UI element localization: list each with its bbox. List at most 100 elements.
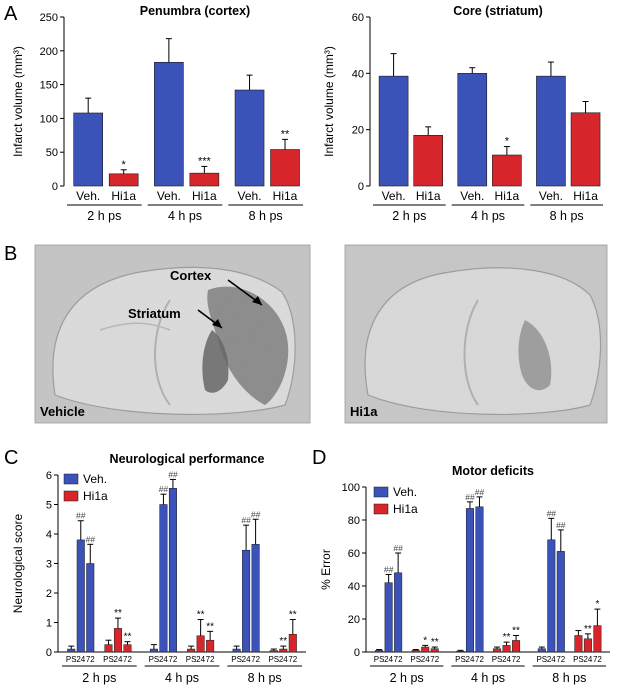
group-label: 8 h ps [550, 209, 584, 223]
timepoint-label: 72 [430, 655, 439, 664]
group-label: 2 h ps [392, 209, 426, 223]
bar-hi1a [104, 644, 113, 653]
timepoint-label: 24 [583, 655, 592, 664]
y-tick-label: 2 [46, 588, 52, 600]
significance-label: ** [584, 624, 592, 635]
group-label: 4 h ps [471, 209, 505, 223]
y-tick-label: 0 [46, 647, 52, 659]
timepoint-label: 72 [475, 655, 484, 664]
timepoint-label: PS [573, 655, 584, 664]
y-tick-label: 250 [40, 12, 58, 24]
bar-veh [394, 572, 403, 653]
bar-hi1a [593, 625, 602, 653]
chart-title: Motor deficits [452, 464, 534, 478]
label-striatum: Striatum [128, 306, 181, 321]
timepoint-label: PS [455, 655, 466, 664]
timepoint-label: PS [374, 655, 385, 664]
significance-label: ** [197, 610, 205, 621]
bar-veh [375, 650, 384, 653]
legend-swatch [373, 486, 389, 498]
timepoint-label: 24 [159, 655, 168, 664]
bar-hi1a [123, 644, 132, 653]
bar-veh [149, 648, 158, 653]
category-label: Hi1a [495, 189, 520, 203]
y-tick-label: 50 [46, 147, 58, 159]
bar-veh [232, 648, 241, 653]
bar-hi1a [113, 628, 122, 653]
bar-hi1a [413, 135, 444, 187]
chart-penumbra-cortex: 0 50 100 150 200 250 Infarct volume (mm³) Penum… [11, 4, 303, 223]
timepoint-label: 72 [168, 655, 177, 664]
bar-veh [86, 563, 95, 653]
category-label: Hi1a [192, 189, 217, 203]
label-hi1a: Hi1a [350, 404, 378, 419]
timepoint-label: PS [66, 655, 77, 664]
bar-hi1a [288, 634, 297, 653]
bar-hi1a [421, 646, 430, 653]
significance-label: ** [279, 636, 287, 647]
bar-veh [251, 544, 260, 653]
chart-neurological-performance: 0 1 2 3 4 5 6 Neurological score Neurological pe… [11, 452, 306, 685]
significance-label: ** [281, 128, 290, 140]
y-tick-label: 200 [40, 46, 58, 58]
y-tick-label: 3 [46, 559, 52, 571]
bar-hi1a [512, 640, 521, 653]
bar-veh [456, 650, 465, 653]
group-label: 4 h ps [471, 671, 505, 685]
bar-veh [536, 75, 566, 187]
category-label: Veh. [238, 189, 262, 203]
group-label: 2 h ps [82, 671, 116, 685]
y-tick-label: 0 [52, 181, 58, 193]
significance-label: * [423, 635, 427, 646]
timepoint-label: 24 [502, 655, 511, 664]
category-label: Hi1a [273, 189, 298, 203]
category-label: Veh. [382, 189, 406, 203]
chart-motor-deficits: 0 20 40 60 80 100 % Error Motor deficits PS ## 24 #… [319, 464, 610, 685]
significance-label: * [122, 159, 127, 171]
timepoint-label: 24 [421, 655, 430, 664]
y-tick-label: 5 [46, 500, 52, 512]
significance-label: ## [168, 469, 178, 479]
bar-hi1a [502, 645, 511, 653]
y-tick-label: 60 [352, 12, 364, 24]
significance-label: ## [384, 564, 394, 574]
bar-hi1a [430, 648, 439, 653]
panel-letter-b: B [4, 243, 17, 265]
timepoint-label: 24 [547, 655, 556, 664]
timepoint-label: 72 [593, 655, 602, 664]
y-tick-label: 4 [46, 529, 52, 541]
timepoint-label: PS [231, 655, 242, 664]
significance-label: ## [86, 534, 96, 544]
timepoint-label: PS [103, 655, 114, 664]
bar-hi1a [206, 639, 215, 653]
chart-title: Penumbra (cortex) [140, 4, 250, 18]
category-label: Hi1a [573, 189, 598, 203]
timepoint-label: PS [149, 655, 160, 664]
significance-label: ## [393, 543, 403, 553]
significance-label: ** [289, 610, 297, 621]
bar-veh [76, 539, 85, 653]
bar-veh [384, 582, 393, 653]
category-label: Veh. [76, 189, 100, 203]
y-tick-label: 150 [40, 80, 58, 92]
bar-veh [556, 551, 565, 653]
y-tick-label: 100 [40, 113, 58, 125]
legend-swatch [63, 473, 79, 485]
bar-veh [154, 61, 184, 187]
chart-title: Core (striatum) [453, 4, 543, 18]
bar-veh [465, 508, 474, 653]
timepoint-label: 72 [288, 655, 297, 664]
bar-hi1a [189, 172, 220, 187]
brain-section-hi1a: Hi1a [344, 244, 608, 424]
legend-label: Veh. [83, 472, 107, 486]
group-label: 4 h ps [165, 671, 199, 685]
panel-letter-a: A [4, 3, 18, 25]
timepoint-label: PS [536, 655, 547, 664]
bar-veh [457, 73, 488, 187]
bar-veh [547, 539, 556, 653]
group-label: 2 h ps [390, 671, 424, 685]
bar-hi1a [269, 650, 278, 653]
timepoint-label: 72 [251, 655, 260, 664]
group-label: 8 h ps [249, 209, 283, 223]
